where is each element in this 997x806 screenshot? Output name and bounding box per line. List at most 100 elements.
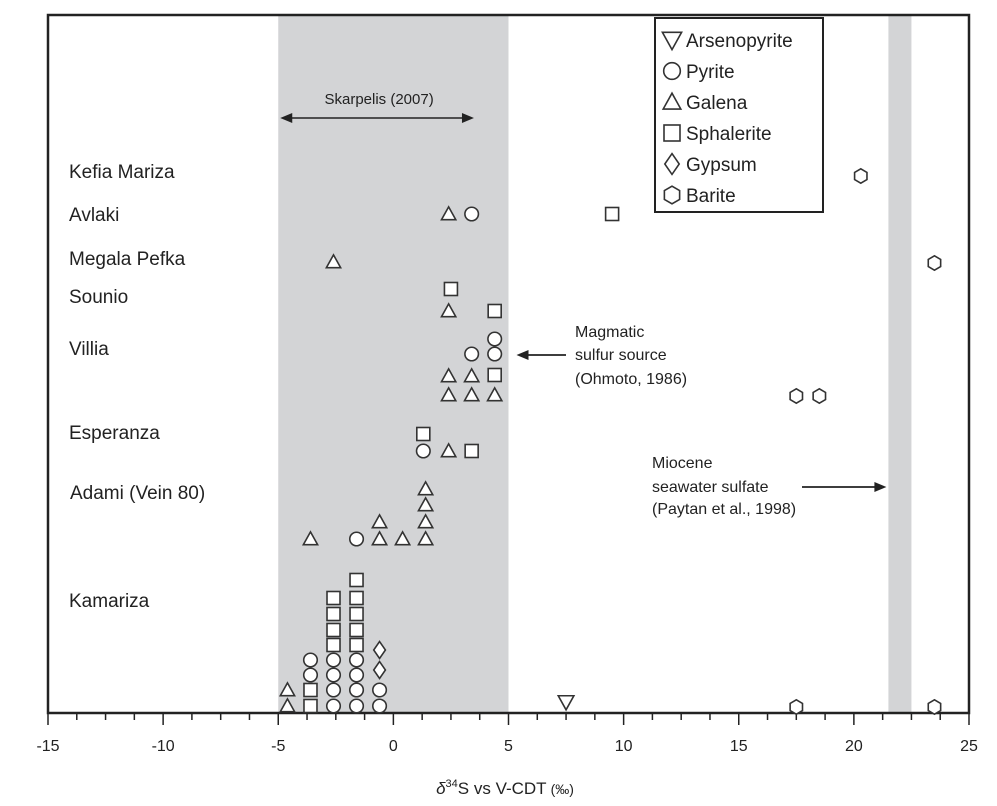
barite-point (789, 698, 804, 716)
hexagon-icon (663, 185, 681, 205)
sphalerite-point (349, 637, 364, 653)
pyrite-point (325, 682, 342, 698)
sphalerite-point (349, 622, 364, 638)
barite-point (853, 167, 868, 185)
square-icon (663, 124, 681, 142)
barite-point (789, 387, 804, 405)
x-tick-label: -10 (152, 738, 175, 755)
locality-label: Megala Pefka (69, 249, 186, 270)
pyrite-point (348, 531, 365, 547)
locality-label: Adami (Vein 80) (70, 483, 205, 504)
sphalerite-point (303, 698, 318, 714)
sphalerite-point (464, 443, 479, 459)
legend-label-pyrite: Pyrite (686, 62, 735, 83)
circle-icon (662, 61, 682, 81)
sphalerite-point (303, 682, 318, 698)
legend-box (654, 17, 824, 213)
skarpelis-arrowhead-right (461, 113, 474, 123)
pyrite-point (325, 652, 342, 668)
galena-point (371, 530, 389, 546)
sphalerite-point (326, 606, 341, 622)
x-tick-label: 25 (960, 738, 978, 755)
pyrite-point (487, 331, 503, 347)
pyrite-point (325, 667, 342, 683)
miocene-label-line-1: Miocene (652, 455, 713, 472)
galena-point (440, 302, 458, 318)
legend-item-gypsum: Gypsum (663, 152, 757, 176)
legend-label-galena: Galena (686, 93, 748, 114)
barite-point (927, 254, 942, 272)
sphalerite-point (604, 206, 620, 222)
magmatic-arrowhead (516, 350, 529, 360)
pyrite-point (325, 698, 342, 714)
legend-label-barite: Barite (686, 186, 736, 207)
miocene-label-line-2: seawater sulfate (652, 479, 769, 496)
legend-label-gypsum: Gypsum (686, 155, 757, 176)
barite-point (812, 387, 827, 405)
arsenopyrite-point (556, 694, 576, 712)
legend-item-galena: Galena (661, 91, 748, 114)
seawater-sulfate-band (888, 15, 912, 713)
x-axis-label-delta: δ (436, 779, 446, 798)
galena-point (463, 367, 481, 383)
locality-label: Avlaki (69, 205, 119, 226)
triangle-up-icon (661, 91, 683, 110)
pyrite-point (371, 682, 388, 698)
barite-point (927, 698, 942, 716)
triangle-down-icon (661, 31, 683, 52)
skarpelis-range-band (278, 15, 509, 713)
gypsum-point (372, 640, 387, 660)
sphalerite-point (416, 426, 431, 442)
legend-item-pyrite: Pyrite (662, 61, 735, 83)
locality-label: Esperanza (69, 423, 160, 444)
pyrite-point (415, 443, 431, 459)
miocene-annotation: Miocene seawater sulfate (Paytan et al.,… (652, 455, 887, 518)
skarpelis-arrowhead-left (280, 113, 293, 123)
x-tick-label: 15 (730, 738, 748, 755)
magmatic-label-line-3: (Ohmoto, 1986) (575, 371, 687, 388)
galena-point (325, 253, 343, 269)
galena-point (278, 697, 296, 713)
pyrite-point (348, 682, 365, 698)
sphalerite-point (326, 622, 341, 638)
shaded-bands (278, 15, 912, 713)
sphalerite-point (349, 606, 364, 622)
galena-point (440, 367, 458, 383)
x-tick-label: -5 (271, 738, 285, 755)
x-axis-label-unit: (‰) (551, 781, 574, 797)
sphalerite-point (326, 637, 341, 653)
locality-label: Kefia Mariza (69, 162, 175, 183)
pyrite-point (371, 698, 388, 714)
galena-point (440, 205, 458, 221)
magmatic-label-line-1: Magmatic (575, 324, 644, 341)
legend: Arsenopyrite Pyrite Galena Sphalerite Gypsum… (654, 17, 824, 213)
legend-item-arsenopyrite: Arsenopyrite (661, 31, 793, 52)
legend-item-barite: Barite (663, 185, 736, 207)
galena-point (371, 513, 389, 529)
x-axis-ticks (47, 713, 970, 725)
locality-label: Kamariza (69, 591, 150, 612)
magmatic-annotation: Magmatic sulfur source (Ohmoto, 1986) (516, 324, 687, 388)
galena-point (440, 386, 458, 402)
locality-label: Sounio (69, 287, 128, 308)
x-tick-label: 0 (389, 738, 398, 755)
galena-point (301, 530, 319, 546)
galena-point (394, 530, 412, 546)
skarpelis-label: Skarpelis (2007) (324, 91, 433, 108)
data-points (278, 167, 942, 716)
pyrite-point (348, 652, 365, 668)
x-tick-label: 5 (504, 738, 513, 755)
galena-point (278, 681, 296, 697)
sphalerite-point (326, 590, 341, 606)
skarpelis-annotation: Skarpelis (2007) (280, 91, 474, 123)
legend-label-arsenopyrite: Arsenopyrite (686, 31, 793, 52)
sphalerite-point (443, 281, 459, 297)
galena-point (417, 530, 435, 546)
x-axis-label: δ34S vs V-CDT (‰) (436, 778, 574, 798)
galena-point (417, 480, 435, 496)
gypsum-point (372, 660, 387, 680)
x-axis-label-text: S vs V-CDT (458, 779, 547, 798)
pyrite-point (464, 206, 480, 222)
x-tick-label: -15 (36, 738, 59, 755)
